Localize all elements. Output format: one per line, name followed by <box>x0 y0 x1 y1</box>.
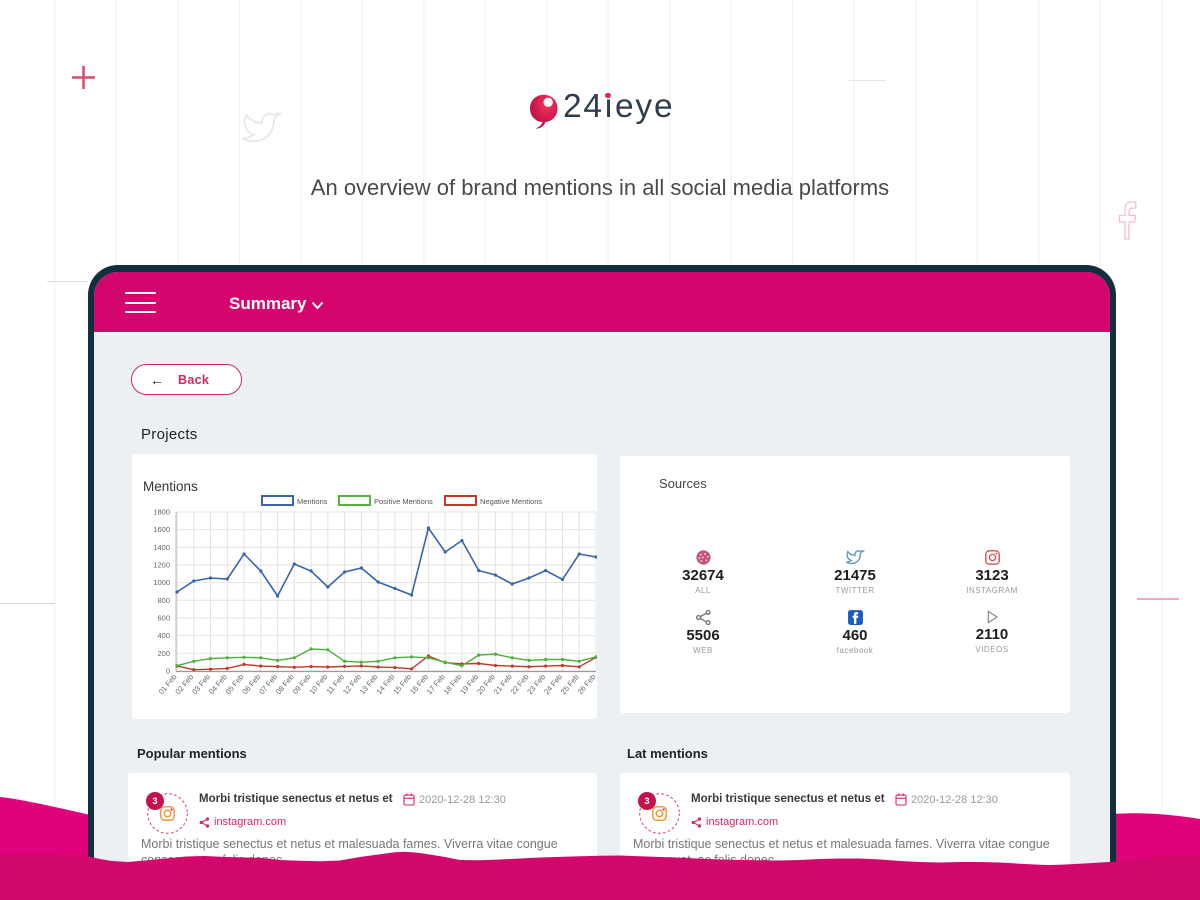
svg-text:Mentions: Mentions <box>297 497 328 506</box>
svg-text:Mentions: Mentions <box>143 479 198 494</box>
svg-text:Negative Mentions: Negative Mentions <box>480 497 542 506</box>
svg-text:1800: 1800 <box>153 508 170 517</box>
svg-text:400: 400 <box>157 631 170 640</box>
svg-text:1000: 1000 <box>153 578 170 587</box>
svg-text:200: 200 <box>157 649 170 658</box>
svg-text:600: 600 <box>157 614 170 623</box>
svg-text:1600: 1600 <box>153 525 170 534</box>
svg-text:0: 0 <box>166 667 170 676</box>
svg-text:1400: 1400 <box>153 543 170 552</box>
svg-text:1200: 1200 <box>153 561 170 570</box>
svg-text:800: 800 <box>157 596 170 605</box>
svg-text:Positive Mentions: Positive Mentions <box>374 497 433 506</box>
svg-text:10 Feb: 10 Feb <box>307 673 329 697</box>
svg-text:26 Feb: 26 Feb <box>576 673 597 697</box>
